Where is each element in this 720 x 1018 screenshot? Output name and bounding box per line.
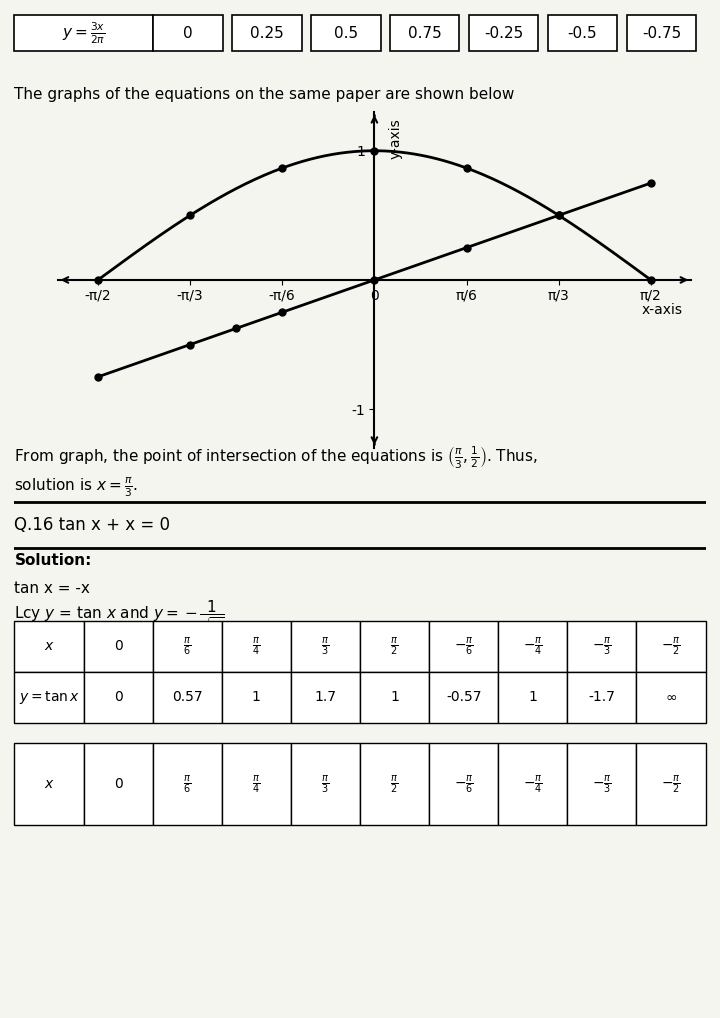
Text: tan x = -x: tan x = -x (14, 581, 90, 597)
Text: solution is $x = \frac{\pi}{3}$.: solution is $x = \frac{\pi}{3}$. (14, 475, 138, 500)
Text: The graphs of the equations on the same paper are shown below: The graphs of the equations on the same … (14, 87, 515, 102)
Text: Q.16 tan x + x = 0: Q.16 tan x + x = 0 (14, 516, 171, 534)
Text: y-axis: y-axis (389, 118, 402, 159)
Text: Lcy $y$ = tan $x$ and $y = -\dfrac{1}{\sqrt{3}}$: Lcy $y$ = tan $x$ and $y = -\dfrac{1}{\s… (14, 598, 225, 637)
Text: x-axis: x-axis (642, 303, 683, 318)
Text: From graph, the point of intersection of the equations is $\left(\frac{\pi}{3},\: From graph, the point of intersection of… (14, 444, 539, 470)
Text: Solution:: Solution: (14, 553, 91, 568)
